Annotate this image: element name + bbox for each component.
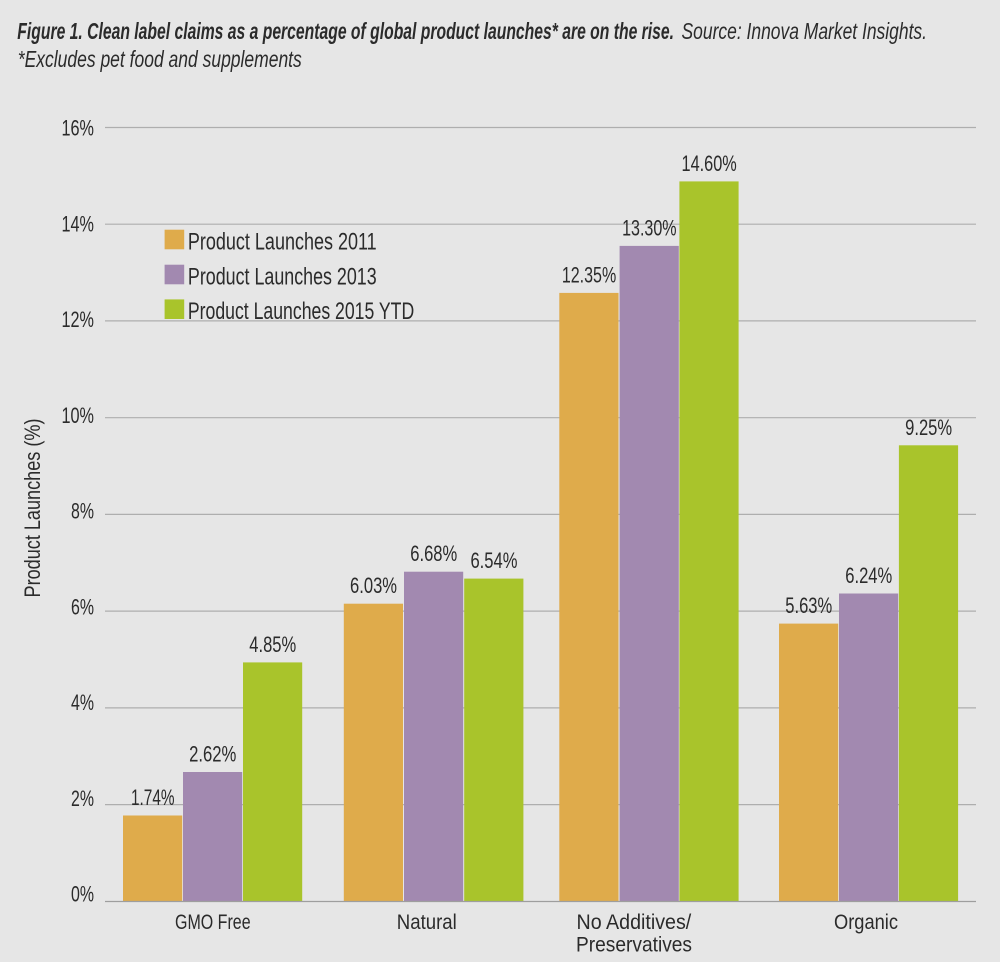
svg-text:16%: 16% xyxy=(62,116,95,141)
svg-text:6.24%: 6.24% xyxy=(845,563,892,588)
svg-text:0%: 0% xyxy=(71,882,94,907)
svg-text:Product Launches 2011: Product Launches 2011 xyxy=(188,228,377,255)
svg-text:4.85%: 4.85% xyxy=(249,632,296,657)
svg-text:1.74%: 1.74% xyxy=(131,785,175,810)
svg-text:2%: 2% xyxy=(71,786,94,811)
svg-text:4%: 4% xyxy=(71,690,94,715)
svg-text:GMO Free: GMO Free xyxy=(175,910,251,934)
svg-text:Natural: Natural xyxy=(397,910,457,934)
svg-text:10%: 10% xyxy=(62,403,95,428)
svg-text:9.25%: 9.25% xyxy=(905,415,952,440)
svg-text:6%: 6% xyxy=(71,594,94,619)
svg-text:12.35%: 12.35% xyxy=(562,262,617,287)
svg-text:6.03%: 6.03% xyxy=(350,573,397,598)
svg-text:2.62%: 2.62% xyxy=(189,742,236,767)
svg-text:Source: Innova Market Insights: Source: Innova Market Insights. xyxy=(682,18,928,44)
svg-text:8%: 8% xyxy=(71,499,94,524)
svg-text:13.30%: 13.30% xyxy=(622,215,677,240)
svg-text:Product Launches 2013: Product Launches 2013 xyxy=(188,263,377,290)
svg-text:14%: 14% xyxy=(62,211,95,236)
svg-text:6.54%: 6.54% xyxy=(470,548,517,573)
svg-text:Product Launches (%): Product Launches (%) xyxy=(20,419,45,598)
svg-text:No Additives/: No Additives/ xyxy=(577,910,692,934)
svg-text:Organic: Organic xyxy=(834,910,898,934)
svg-text:5.63%: 5.63% xyxy=(785,593,832,618)
svg-text:Preservatives: Preservatives xyxy=(576,932,692,956)
svg-text:12%: 12% xyxy=(62,307,95,332)
svg-text:Figure 1. Clean label claims a: Figure 1. Clean label claims as a percen… xyxy=(17,18,674,44)
svg-text:14.60%: 14.60% xyxy=(682,151,737,176)
svg-text:6.68%: 6.68% xyxy=(410,541,457,566)
svg-text:*Excludes pet food and supplem: *Excludes pet food and supplements xyxy=(18,46,302,72)
svg-text:Product Launches 2015 YTD: Product Launches 2015 YTD xyxy=(188,298,414,325)
